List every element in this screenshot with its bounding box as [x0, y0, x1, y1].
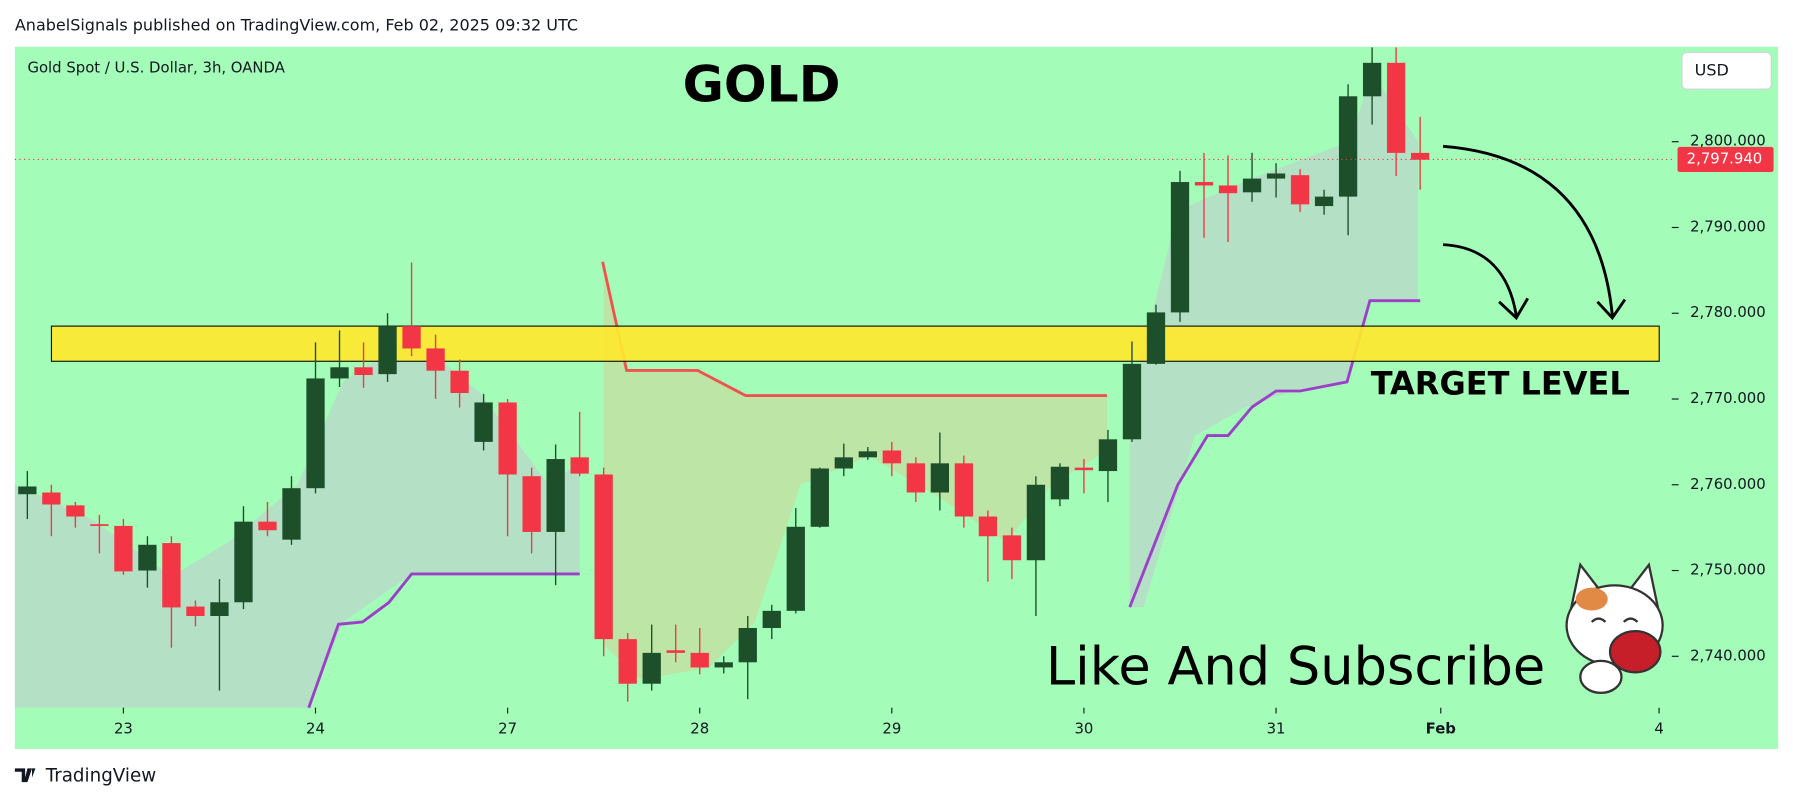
candle-body	[1242, 178, 1262, 193]
candle-body	[1122, 363, 1142, 440]
candle-body	[138, 544, 157, 571]
annotation: Like And Subscribe	[1046, 637, 1545, 698]
candle-body	[1074, 467, 1094, 471]
candle-body	[546, 459, 565, 532]
currency-button[interactable]	[1681, 51, 1772, 90]
arrow	[1443, 243, 1518, 316]
candle-body	[18, 486, 37, 495]
candle-body	[858, 451, 877, 458]
candle-body	[330, 367, 349, 379]
candle-body	[402, 326, 421, 349]
candle-body	[1002, 535, 1022, 561]
candle-body	[906, 463, 925, 493]
x-tick-label: 27	[498, 719, 517, 737]
y-tick-label: 2,780.000	[1690, 303, 1766, 321]
x-tick-label: 24	[306, 719, 325, 737]
candle-body	[186, 606, 205, 616]
candle-body	[738, 627, 757, 663]
candle-body	[1410, 152, 1430, 160]
y-tick-label: 2,770.000	[1690, 389, 1766, 407]
x-tick-label: 31	[1267, 719, 1286, 737]
last-price-box	[1677, 146, 1774, 172]
y-tick-label: 2,740.000	[1690, 646, 1766, 664]
annotation: TARGET LEVEL	[1371, 364, 1630, 402]
candle-body	[1266, 173, 1286, 179]
candle-body	[66, 505, 85, 517]
candle-body	[1290, 175, 1310, 205]
y-tick-label: 2,760.000	[1690, 475, 1766, 493]
indicator-line	[307, 572, 580, 709]
candle-body	[1386, 62, 1406, 153]
candle-body	[1362, 62, 1382, 97]
x-tick-label: 30	[1074, 719, 1093, 737]
brand: TradingView	[45, 765, 157, 786]
candle-body	[426, 348, 445, 371]
candle-body	[1170, 182, 1190, 313]
x-tick-label: 23	[114, 719, 133, 737]
candle-body	[714, 662, 733, 668]
x-tick-label: 4	[1654, 719, 1663, 737]
candle-body	[786, 526, 805, 611]
candle-body	[594, 474, 613, 640]
target-zone	[50, 325, 1660, 362]
mascot	[1565, 562, 1664, 695]
candle-body	[930, 463, 950, 493]
candle-body	[258, 521, 277, 531]
shade	[603, 261, 1107, 680]
candle-body	[450, 370, 469, 394]
candle-body	[1338, 96, 1358, 197]
candle-body	[306, 378, 325, 489]
candle-body	[498, 402, 517, 475]
candle-body	[42, 492, 61, 505]
x-tick-label: Feb	[1426, 719, 1456, 737]
candle-body	[282, 488, 301, 540]
brand-logo	[14, 768, 36, 783]
candle-body	[570, 457, 589, 474]
arrowhead	[1596, 298, 1627, 321]
candle-body	[882, 450, 901, 464]
candle-body	[474, 402, 493, 442]
y-tick-label: 2,750.000	[1690, 561, 1766, 579]
last-price-label: 2,797.940	[1687, 149, 1763, 167]
candle-body	[618, 639, 637, 684]
candle-body	[1194, 182, 1214, 186]
candle-body	[90, 524, 109, 526]
y-tick-label: 2,800.000	[1690, 132, 1766, 150]
candle-body	[954, 463, 974, 517]
x-tick-label: 28	[690, 719, 709, 737]
symbol: Gold Spot / U.S. Dollar, 3h, OANDA	[27, 59, 285, 77]
arrowhead	[1498, 297, 1529, 321]
candle-body	[1146, 312, 1166, 364]
candle-body	[162, 543, 181, 608]
candle-body	[1050, 466, 1070, 500]
candle-body	[762, 610, 781, 628]
candle-body	[1098, 439, 1118, 472]
candle-body	[1026, 484, 1046, 561]
y-tick-label: 2,790.000	[1690, 217, 1766, 235]
candle-body	[522, 476, 541, 532]
currency[interactable]: USD	[1695, 60, 1729, 79]
candle-body	[978, 516, 998, 537]
chart-title: GOLD	[683, 54, 841, 113]
publisher: AnabelSignals published on TradingView.c…	[15, 16, 578, 35]
candle-body	[666, 650, 685, 653]
candle-body	[690, 652, 709, 668]
candle-body	[354, 367, 373, 376]
candle-body	[1314, 196, 1334, 207]
candle-body	[234, 521, 253, 603]
arrow	[1442, 144, 1614, 316]
candle-body	[834, 457, 853, 469]
candle-body	[114, 525, 133, 572]
candle-body	[210, 602, 229, 616]
candle-body	[378, 326, 397, 375]
candle-body	[642, 652, 661, 684]
marks: 2,740.000 2,750.000 2,760.000 2,770.000 2,78…	[14, 47, 1774, 737]
candle-body	[810, 468, 829, 527]
x-tick-label: 29	[882, 719, 901, 737]
candle-body	[1218, 185, 1238, 194]
